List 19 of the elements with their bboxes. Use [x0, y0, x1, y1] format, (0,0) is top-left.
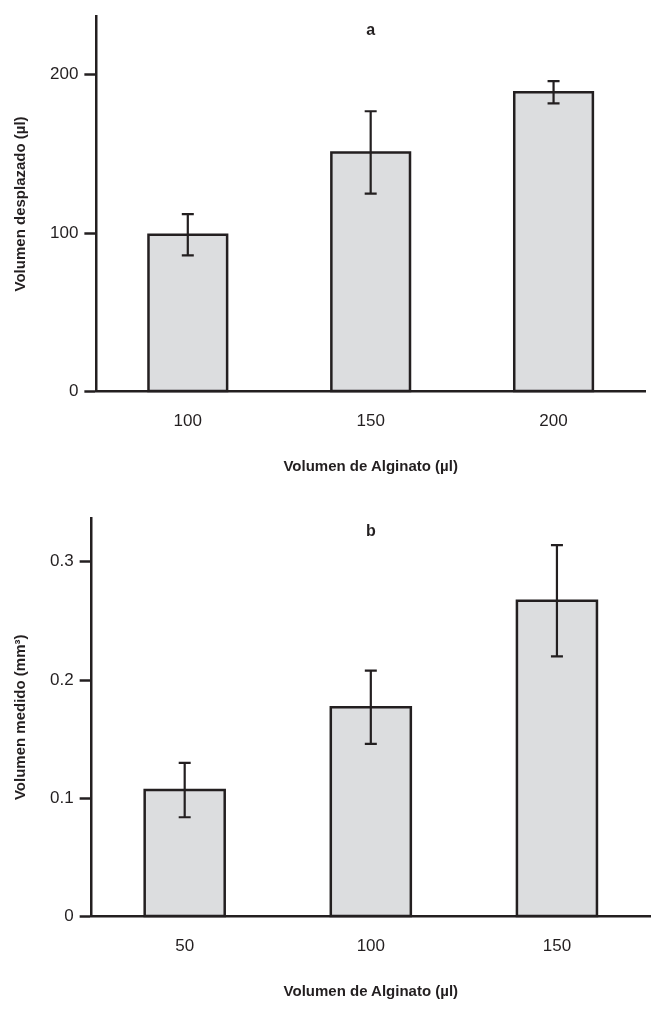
x-tick-label: 50	[175, 936, 195, 956]
chart-title: b	[365, 522, 376, 540]
y-tick-label: 200	[49, 64, 79, 84]
x-tick-label: 100	[356, 936, 385, 956]
x-tick-label: 150	[542, 936, 572, 956]
y-tick-label: 0.1	[49, 788, 74, 808]
y-tick-label: 100	[49, 222, 79, 242]
x-tick-label: 150	[356, 411, 385, 431]
chart-title: a	[366, 20, 376, 38]
x-tick-label: 200	[539, 411, 568, 431]
x-axis-title: Volumen de Alginato (µl)	[283, 457, 458, 475]
y-axis-title: Volumen medido (mm³)	[11, 634, 29, 801]
y-tick-label: 0	[68, 381, 79, 401]
y-tick-label: 0.3	[49, 551, 74, 571]
y-axis-title: Volumen desplazado (µl)	[11, 116, 29, 292]
y-tick-label: 0	[64, 906, 74, 926]
x-axis-title: Volumen de Alginato (µl)	[283, 982, 459, 1000]
y-tick-label: 0.2	[49, 669, 74, 689]
x-tick-label: 100	[173, 411, 202, 431]
